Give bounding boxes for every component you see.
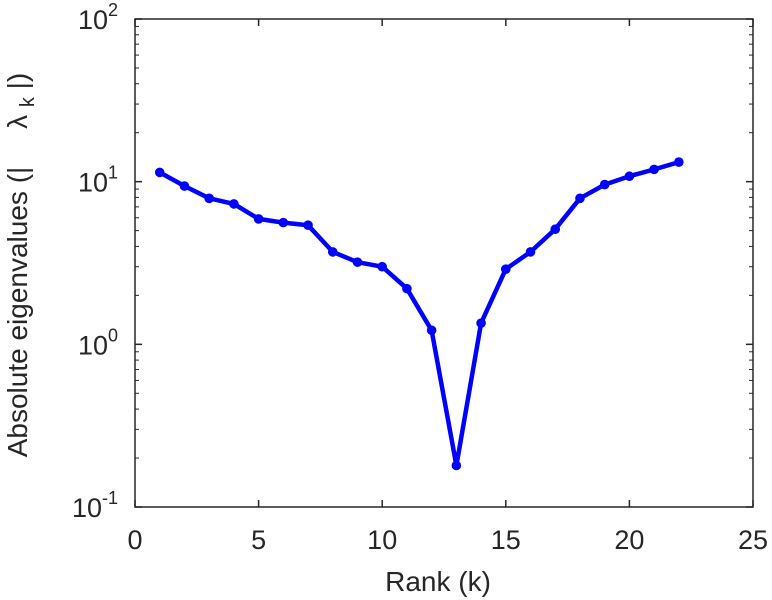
y-axis: 10-1 100 101 102 xyxy=(72,0,753,523)
data-point xyxy=(402,283,412,294)
series-group xyxy=(154,157,684,471)
data-point xyxy=(377,261,388,272)
data-point xyxy=(550,224,561,235)
x-tick-label: 0 xyxy=(127,525,142,555)
x-tick-label: 15 xyxy=(491,525,521,555)
data-point xyxy=(501,264,511,274)
y-axis-label-main: Absolute eigenvalues (| xyxy=(2,167,33,458)
data-point xyxy=(599,179,610,190)
plot-frame xyxy=(134,18,754,508)
data-point xyxy=(624,171,635,182)
data-point xyxy=(426,325,437,336)
data-point xyxy=(154,167,165,178)
x-tick-label: 5 xyxy=(251,525,266,555)
data-point xyxy=(575,193,585,204)
data-point xyxy=(525,247,536,257)
x-tick-label: 25 xyxy=(738,525,768,555)
data-point xyxy=(649,164,659,175)
data-point xyxy=(253,214,264,224)
y-axis-label-tail: |) xyxy=(2,73,33,90)
x-tick-label: 20 xyxy=(614,525,644,555)
y-tick-label: 102 xyxy=(78,0,118,35)
plot-area-box xyxy=(134,18,754,508)
data-point xyxy=(327,247,338,257)
data-point xyxy=(229,199,239,209)
data-point xyxy=(278,217,289,228)
y-axis-label-subscript: k xyxy=(17,96,39,107)
data-point xyxy=(179,181,190,191)
data-point xyxy=(451,460,462,471)
y-tick-label: 101 xyxy=(78,163,118,198)
y-axis-label-symbol: λ xyxy=(2,115,33,129)
data-point xyxy=(204,193,214,204)
x-axis-label: Rank (k) xyxy=(385,566,491,597)
data-point xyxy=(303,220,313,230)
y-tick-label: 10-1 xyxy=(72,488,118,523)
data-point xyxy=(476,318,486,328)
y-tick-label: 100 xyxy=(78,325,118,360)
data-point xyxy=(674,157,684,167)
y-axis-label: Absolute eigenvalues (| λ k |) xyxy=(2,73,40,458)
x-axis: 0 5 10 15 20 25 xyxy=(127,19,768,555)
x-tick-label: 10 xyxy=(367,525,397,555)
series-line xyxy=(158,159,680,468)
data-point xyxy=(352,257,363,267)
